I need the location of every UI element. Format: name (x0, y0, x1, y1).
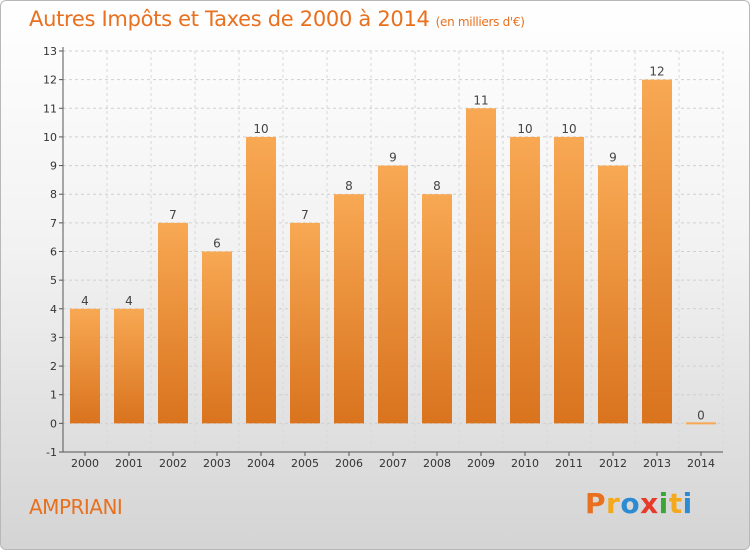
value-label: 10 (253, 122, 268, 136)
x-tick-label: 2006 (335, 457, 363, 470)
bars (70, 79, 716, 425)
value-label: 8 (433, 179, 441, 193)
x-tick-label: 2008 (423, 457, 451, 470)
bar (158, 222, 188, 424)
x-tick-label: 2002 (159, 457, 187, 470)
y-tick-label: 0 (50, 417, 57, 430)
logo-letter: r (606, 487, 621, 520)
y-tick-label: 10 (43, 131, 57, 144)
x-tick-label: 2011 (555, 457, 583, 470)
x-tick-label: 2005 (291, 457, 319, 470)
value-labels: 4 4 7 6 10 7 8 9 8 11 10 10 9 12 0 (81, 65, 705, 423)
bar (334, 194, 364, 424)
y-tick-label: 7 (50, 217, 57, 230)
value-label: 4 (81, 294, 89, 308)
value-label: 7 (301, 208, 309, 222)
logo-letter: i (682, 487, 693, 520)
y-tick-label: 13 (43, 45, 57, 58)
y-tick-label: -1 (46, 446, 57, 459)
y-tick-label: 2 (50, 360, 57, 373)
y-tick-label: 5 (50, 274, 57, 287)
value-label: 10 (561, 122, 576, 136)
chart-title-text: Autres Impôts et Taxes de 2000 à 2014 (29, 7, 430, 31)
value-label: 10 (517, 122, 532, 136)
x-tick-label: 2012 (599, 457, 627, 470)
bar (70, 308, 100, 424)
bar (202, 251, 232, 424)
chart-title: Autres Impôts et Taxes de 2000 à 2014 (en… (29, 7, 525, 31)
x-tick-label: 2009 (467, 457, 495, 470)
bar (598, 165, 628, 424)
x-tick-label: 2014 (687, 457, 715, 470)
y-tick-label: 12 (43, 74, 57, 87)
y-tick-label: 6 (50, 246, 57, 259)
value-label: 0 (697, 408, 705, 422)
bar (290, 222, 320, 424)
logo-letter: o (620, 487, 641, 520)
y-tick-label: 9 (50, 160, 57, 173)
value-label: 12 (649, 65, 664, 79)
value-label: 11 (473, 93, 488, 107)
value-label: 6 (213, 237, 221, 251)
value-label: 7 (169, 208, 177, 222)
bar (510, 136, 540, 424)
logo-letter: P (585, 487, 607, 520)
commune-name: AMPRIANI (29, 495, 123, 519)
value-label: 4 (125, 294, 133, 308)
x-tick-label: 2004 (247, 457, 275, 470)
logo-letter: t (668, 487, 683, 520)
bar (554, 136, 584, 424)
y-tick-label: 3 (50, 331, 57, 344)
bar (378, 165, 408, 424)
bar (642, 79, 672, 424)
y-tick-label: 8 (50, 188, 57, 201)
x-tick-label: 2013 (643, 457, 671, 470)
x-tick-label: 2010 (511, 457, 539, 470)
chart-unit: (en milliers d'€) (435, 15, 525, 29)
x-tick-label: 2001 (115, 457, 143, 470)
logo-letter: i (658, 487, 669, 520)
x-tick-label: 2007 (379, 457, 407, 470)
bar (246, 136, 276, 424)
y-tick-label: 11 (43, 102, 57, 115)
y-tick-label: 4 (50, 303, 57, 316)
bar (422, 194, 452, 424)
bar (114, 308, 144, 424)
proxiti-logo: Proxiti (585, 487, 693, 520)
bar (466, 108, 496, 424)
logo-letter: x (640, 487, 659, 520)
value-label: 9 (609, 151, 617, 165)
x-tick-label: 2000 (71, 457, 99, 470)
value-label: 8 (345, 179, 353, 193)
bar (686, 422, 716, 425)
y-tick-label: 1 (50, 389, 57, 402)
x-tick-label: 2003 (203, 457, 231, 470)
value-label: 9 (389, 151, 397, 165)
